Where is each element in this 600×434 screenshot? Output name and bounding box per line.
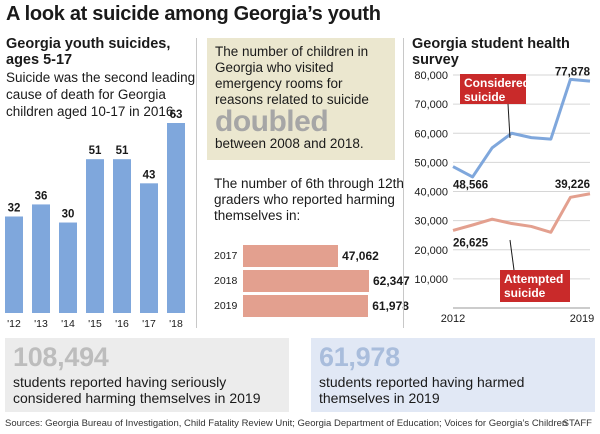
self-harm-year-label: 2018 [214,275,238,287]
credit: STAFF [562,418,592,429]
youth-suicides-title: Georgia youth suicides, ages 5-17 [6,36,171,68]
considered-harm-number: 108,494 [13,342,109,372]
x-tick-label: 2019 [570,313,594,325]
attempted-suicide-label-connector [509,239,515,271]
self-harm-description: The number of 6th through 12th graders w… [214,176,404,223]
self-harm-bar [243,245,339,267]
self-harm-bar [243,270,369,292]
suicide-bar-label-0: '12 [7,318,21,330]
er-emphasis: doubled [215,105,329,138]
self-harm-year-label: 2019 [214,300,238,312]
self-harm-value: 62,347 [373,274,410,288]
er-visits-callout: The number of children in Georgia who vi… [207,38,395,160]
suicide-bar-0 [5,216,23,313]
considered-end-label: 77,878 [555,66,591,78]
page-title: A look at suicide among Georgia’s youth [6,3,381,25]
suicide-bar-value-1: 36 [35,190,48,202]
health-survey-line-chart: 10,000 20,000 30,000 40,000 50,000 60,000 70,0… [414,66,594,325]
y-tick-label: 40,000 [414,187,448,199]
y-tick-label: 60,000 [414,128,448,140]
self-harm-value: 61,978 [372,299,409,313]
suicide-bar-6 [167,123,185,313]
attempted-suicide-line [452,192,591,234]
y-tick-label: 10,000 [414,274,448,286]
attempted-suicide-label-box [500,270,570,302]
harmed-stat-box: 61,978 students reported having harmed t… [311,338,595,412]
suicide-bar-label-1: '13 [34,318,48,330]
suicide-bar-value-4: 51 [116,145,129,157]
considered-suicide-label-box [460,74,526,104]
suicide-bar-value-6: 63 [170,109,183,121]
considered-harm-stat-box: 108,494 students reported having serious… [5,338,289,412]
er-text-after: between 2008 and 2018. [215,136,364,151]
x-tick-label: 2012 [441,313,465,325]
suicide-bar-label-4: '16 [115,318,129,330]
considered-suicide-label-text: suicide [464,90,506,104]
suicide-bar-4 [113,159,131,313]
considered-suicide-label-connector [507,103,511,139]
sources-footnote: Sources: Georgia Bureau of Investigation… [5,418,568,429]
attempted-end-label: 39,226 [555,179,590,191]
suicide-bar-5 [140,183,158,313]
y-tick-label: 50,000 [414,157,448,169]
youth-suicides-description: Suicide was the second leading cause of … [6,70,196,119]
youth-suicides-bar-chart: 32 '12 36 '13 30 '14 51 '15 51 '16 43 '17 63 '18 [5,109,185,330]
suicide-bar-1 [32,204,50,313]
suicide-bar-label-3: '15 [88,318,102,330]
suicide-bar-value-3: 51 [89,145,102,157]
considered-suicide-label-text: Considered [464,76,530,90]
suicide-bar-label-5: '17 [142,318,156,330]
y-tick-label: 30,000 [414,216,448,228]
suicide-bar-value-2: 30 [62,209,75,221]
suicide-bar-2 [59,222,77,313]
harmed-number: 61,978 [319,342,400,372]
divider-2 [403,38,404,328]
suicide-bar-value-5: 43 [143,169,156,181]
suicide-bar-label-6: '18 [169,318,183,330]
y-tick-label: 80,000 [414,70,448,82]
self-harm-year-label: 2017 [214,250,238,262]
self-harm-bar [243,295,369,317]
divider-1 [196,38,197,328]
suicide-bar-label-2: '14 [61,318,75,330]
suicide-bar-value-0: 32 [8,202,21,214]
y-tick-label: 70,000 [414,99,448,111]
attempted-suicide-label-text: Attempted [504,272,563,286]
er-text-before: The number of children in Georgia who vi… [215,44,369,107]
y-tick-label: 20,000 [414,245,448,257]
harmed-text: students reported having harmed themselv… [319,374,525,406]
attempted-start-label: 26,625 [453,237,489,249]
health-survey-title: Georgia student health survey [412,36,570,68]
attempted-suicide-label-text: suicide [504,286,546,300]
considered-harm-text: students reported having seriously consi… [13,374,261,406]
considered-suicide-line [452,77,591,179]
considered-start-label: 48,566 [453,180,488,192]
self-harm-value: 47,062 [342,249,379,263]
suicide-bar-3 [86,159,104,313]
